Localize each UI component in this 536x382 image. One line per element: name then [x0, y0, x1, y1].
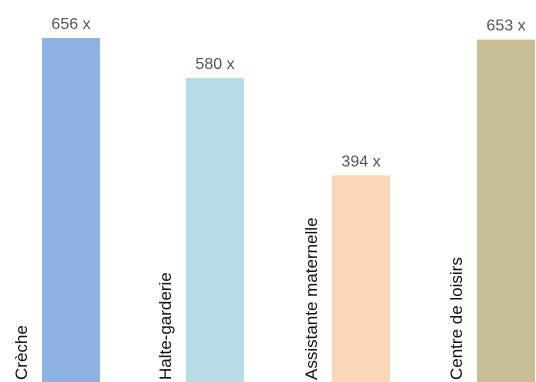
bar-2	[332, 175, 390, 382]
bar-3	[477, 39, 535, 382]
category-label-2: Assistante maternelle	[302, 217, 321, 380]
value-label-2: 394 x	[341, 153, 380, 170]
category-label-0: Crèche	[12, 325, 31, 380]
category-label-1: Halte-garderie	[156, 272, 175, 380]
value-label-0: 656 x	[51, 16, 90, 33]
value-label-1: 580 x	[195, 56, 234, 73]
category-label-3: Centre de loisirs	[447, 257, 466, 380]
bar-0	[42, 38, 100, 382]
bar-1	[186, 77, 244, 382]
value-label-3: 653 x	[486, 18, 525, 35]
